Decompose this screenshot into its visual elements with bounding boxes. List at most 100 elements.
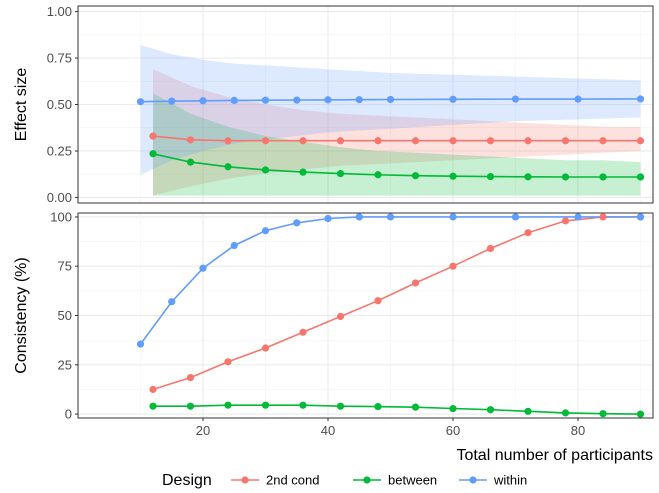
data-point-within xyxy=(136,98,145,106)
consistency-panel: 0 25 50 75 100 20 40 60 80 Consistency (%) Tota… xyxy=(13,209,654,464)
x-axis-title: Total number of participants xyxy=(456,447,653,464)
effect-size-points xyxy=(136,95,645,181)
data-point-between xyxy=(261,401,270,409)
data-point-2nd-cond xyxy=(524,137,532,145)
series-line-between xyxy=(152,153,641,178)
data-point-within xyxy=(168,97,176,105)
data-point-between xyxy=(561,173,570,181)
data-point-between xyxy=(149,402,157,410)
consistency-gridlines xyxy=(78,213,653,418)
data-point-2nd-cond xyxy=(449,262,457,270)
data-point-between xyxy=(299,401,307,409)
data-point-2nd-cond xyxy=(561,137,570,145)
x-tick-label: 40 xyxy=(321,423,335,438)
data-point-2nd-cond xyxy=(486,137,495,145)
legend-items: 2nd cond between within xyxy=(231,473,527,488)
data-point-within xyxy=(355,96,363,104)
data-point-between xyxy=(486,406,495,414)
y-tick-label: 75 xyxy=(58,259,72,274)
y-tick-label: 0.00 xyxy=(47,190,72,205)
data-point-between xyxy=(374,402,382,411)
effect-size-panel: 0.00 0.25 0.50 0.75 1.00 Effect size xyxy=(13,4,654,205)
data-point-2nd-cond xyxy=(336,312,345,321)
data-point-between xyxy=(299,168,307,176)
data-point-between xyxy=(486,173,495,181)
data-point-within xyxy=(168,298,176,306)
legend-key-point xyxy=(363,476,371,484)
legend-key-point xyxy=(241,476,249,484)
data-point-within xyxy=(449,213,457,221)
data-point-2nd-cond xyxy=(261,344,270,352)
ci-ribbon-within xyxy=(140,45,641,176)
data-point-within xyxy=(324,214,332,223)
data-point-2nd-cond xyxy=(374,137,382,145)
y-tick-label: 0.25 xyxy=(47,143,72,158)
data-point-2nd-cond xyxy=(411,279,420,287)
data-point-between xyxy=(336,170,345,178)
data-point-between xyxy=(449,172,457,180)
data-point-within xyxy=(574,95,582,103)
data-point-between xyxy=(599,173,607,181)
effect-size-y-axis-title: Effect size xyxy=(13,68,30,142)
legend-label: between xyxy=(388,473,437,488)
data-point-within xyxy=(386,95,395,104)
data-point-within xyxy=(293,96,301,104)
data-point-2nd-cond xyxy=(449,137,457,145)
legend-label: within xyxy=(493,473,527,488)
x-tick-label: 80 xyxy=(571,423,585,438)
data-point-2nd-cond xyxy=(524,229,532,237)
data-point-within xyxy=(511,213,520,221)
series-line-2nd-cond xyxy=(152,135,641,142)
data-point-within xyxy=(293,219,301,227)
data-point-2nd-cond xyxy=(149,385,157,394)
data-point-within xyxy=(574,213,582,221)
data-point-between xyxy=(224,401,232,409)
data-point-within xyxy=(636,95,645,103)
data-point-within xyxy=(136,340,145,348)
data-point-within xyxy=(324,96,332,104)
data-point-2nd-cond xyxy=(224,137,232,145)
data-point-within xyxy=(230,241,238,250)
data-point-between xyxy=(561,409,570,417)
legend-item-2nd-cond: 2nd cond xyxy=(231,473,320,488)
legend-item-within: within xyxy=(459,473,527,488)
x-tick-label: 60 xyxy=(446,423,460,438)
data-point-between xyxy=(186,402,195,410)
data-point-between xyxy=(224,163,232,171)
y-tick-label: 100 xyxy=(50,209,72,224)
series-line-2nd-cond xyxy=(152,216,641,391)
data-point-2nd-cond xyxy=(224,358,232,366)
data-point-2nd-cond xyxy=(486,244,495,253)
data-point-within xyxy=(386,213,395,221)
ci-ribbon-2nd-cond xyxy=(153,69,641,196)
legend: Design 2nd cond between within xyxy=(162,472,527,489)
legend-item-between: between xyxy=(353,473,437,488)
consistency-y-ticks: 0 25 50 75 100 xyxy=(50,209,78,422)
data-point-between xyxy=(186,158,195,166)
data-point-within xyxy=(199,264,207,272)
data-point-between xyxy=(374,171,382,179)
data-point-within xyxy=(199,97,207,105)
data-point-2nd-cond xyxy=(186,373,195,382)
y-tick-label: 50 xyxy=(58,308,72,323)
y-tick-label: 0 xyxy=(65,407,72,422)
legend-key-point xyxy=(469,476,477,484)
y-tick-label: 0.75 xyxy=(47,51,72,66)
data-point-within xyxy=(261,227,270,235)
effect-size-y-ticks: 0.00 0.25 0.50 0.75 1.00 xyxy=(47,4,78,205)
data-point-between xyxy=(261,166,270,174)
legend-title: Design xyxy=(162,472,212,489)
data-point-within xyxy=(230,96,238,105)
data-point-between xyxy=(449,404,457,413)
data-point-2nd-cond xyxy=(186,136,195,144)
x-tick-label: 20 xyxy=(196,423,210,438)
consistency-x-ticks: 20 40 60 80 xyxy=(196,418,585,438)
data-point-between xyxy=(149,150,157,158)
y-tick-label: 0.50 xyxy=(47,97,72,112)
data-point-2nd-cond xyxy=(599,213,607,221)
data-point-between xyxy=(411,172,420,180)
data-point-2nd-cond xyxy=(411,137,420,145)
data-point-2nd-cond xyxy=(261,137,270,145)
data-point-between xyxy=(524,407,532,415)
